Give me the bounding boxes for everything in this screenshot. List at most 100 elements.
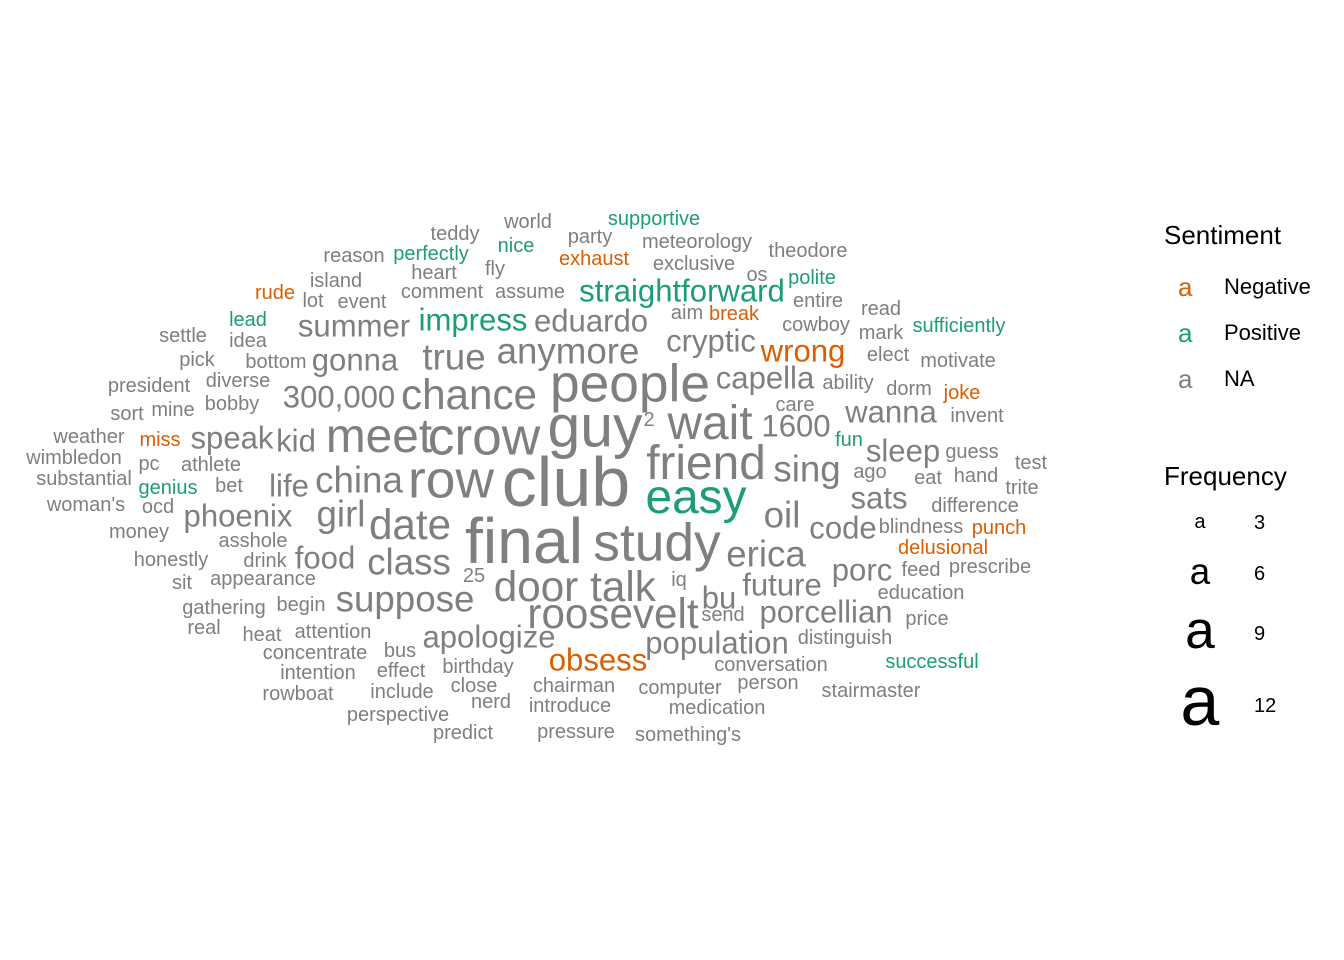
frequency-key-3: a [1194,511,1206,534]
word-honestly: honestly [133,549,209,571]
word-meet: meet [325,410,433,464]
word-test: test [1014,452,1048,474]
word-event: event [337,291,387,313]
word-lead: lead [229,309,267,331]
word-life: life [269,468,309,504]
word-true: true [422,336,486,378]
word-eat: eat [914,467,942,489]
word-ability: ability [822,372,874,394]
word-care: care [775,394,815,416]
word-genius: genius [138,477,198,499]
word-successful: successful [885,651,979,673]
word-oil: oil [763,494,801,536]
word-dorm: dorm [886,378,932,400]
word-food: food [294,540,356,576]
word-erica: erica [726,533,806,575]
word-wanna: wanna [845,394,937,430]
word-bottom: bottom [245,351,307,373]
word-code: code [809,510,877,546]
word-nice: nice [497,235,535,257]
word-woman-s: woman's [46,494,126,516]
word-invent: invent [950,405,1004,427]
word-real: real [187,617,221,639]
word-concentrate: concentrate [262,642,368,664]
word-population: population [645,625,789,661]
word-predict: predict [432,722,494,744]
word-delusional: delusional [897,537,989,559]
word-sufficiently: sufficiently [912,315,1006,337]
word-difference: difference [931,495,1019,517]
sentiment-legend-title: Sentiment [1164,220,1282,250]
word-easy: easy [645,471,747,525]
word-rude: rude [254,282,296,304]
word-send: send [701,604,745,626]
word-gathering: gathering [182,597,266,619]
word-cryptic: cryptic [666,323,756,359]
word-include: include [370,681,434,703]
word-bobby: bobby [204,393,260,415]
word-person: person [737,672,799,694]
word-summer: summer [297,308,411,344]
word-door: door [493,562,579,610]
word-sleep: sleep [865,433,941,469]
word-exclusive: exclusive [652,253,736,275]
word-suppose: suppose [335,578,475,620]
word-guy: guy [547,394,643,460]
word-roosevelt: roosevelt [527,589,699,637]
word-break: break [708,303,760,325]
word-guess: guess [945,441,999,463]
word-attention: attention [294,621,372,643]
word-pick: pick [179,349,215,371]
sentiment-key-positive: a [1178,318,1193,348]
word-wimbledon: wimbledon [26,447,122,469]
word-hand: hand [953,465,999,487]
frequency-label-6: 6 [1254,563,1266,585]
word-sats: sats [850,480,908,516]
word-perfectly: perfectly [393,243,469,265]
word-straightforward: straightforward [579,273,785,309]
word-weather: weather [53,426,125,448]
word-meteorology: meteorology [641,231,753,253]
word-girl: girl [316,493,366,535]
word-begin: begin [276,594,326,616]
word-mine: mine [151,399,195,421]
word-heart: heart [411,262,457,284]
word-phoenix: phoenix [183,498,293,534]
word-wrong: wrong [760,333,846,369]
word-close: close [450,675,498,697]
word-chance: chance [400,370,538,418]
word-fun: fun [835,429,863,451]
word-fly: fly [485,258,505,280]
word-assume: assume [494,281,566,303]
word-medication: medication [668,697,766,719]
word-impress: impress [418,302,528,338]
word-rowboat: rowboat [262,683,334,705]
word-polite: polite [788,267,836,289]
frequency-label-9: 9 [1254,623,1266,645]
word-settle: settle [159,325,207,347]
word-exhaust: exhaust [558,248,630,270]
word-intention: intention [280,662,356,684]
word-300-000: 300,000 [282,379,396,415]
sentiment-key-na: a [1178,364,1193,394]
word-future: future [742,567,822,603]
word-heat: heat [242,624,282,646]
word-sit: sit [172,572,192,594]
word-nerd: nerd [470,691,512,713]
word-joke: joke [943,382,981,404]
word-apologize: apologize [422,619,556,655]
word-class: class [367,541,451,583]
frequency-legend-title: Frequency [1164,461,1287,491]
sentiment-label-positive: Positive [1224,320,1302,345]
word-sort: sort [110,403,144,425]
word-1600: 1600 [761,408,831,444]
word-birthday: birthday [442,656,514,678]
word-club: club [501,443,631,521]
word-party: party [567,226,613,248]
word-teddy: teddy [430,223,480,245]
word-conversation: conversation [714,654,828,676]
word-row: row [408,450,494,510]
word-theodore: theodore [768,240,848,262]
word-asshole: asshole [218,530,288,552]
